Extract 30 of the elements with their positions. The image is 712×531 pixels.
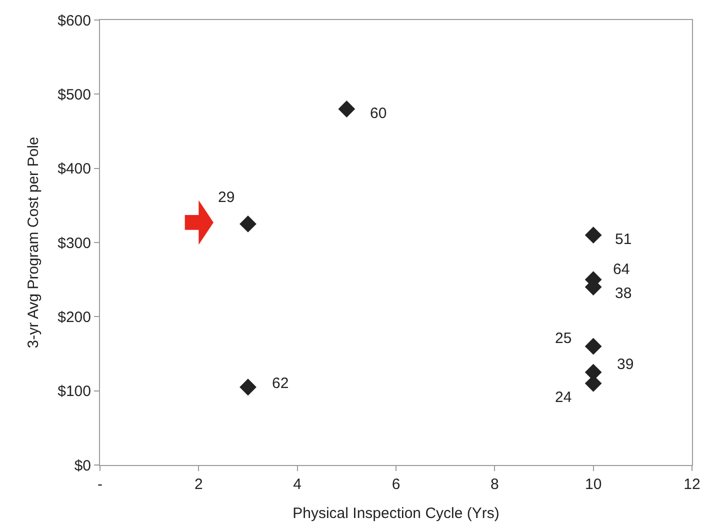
point — [240, 378, 256, 396]
annotation: 60 — [370, 105, 387, 122]
y-tick-label: $0 — [74, 457, 91, 474]
x-tick-label: 4 — [293, 476, 302, 493]
point — [338, 100, 356, 118]
y-tick-label: $400 — [58, 160, 91, 178]
y-tick-label: $200 — [58, 308, 91, 326]
point — [584, 226, 602, 244]
annotation: 24 — [555, 389, 572, 406]
point — [584, 338, 602, 355]
x-axis-title: Physical Inspection Cycle (Yrs) — [292, 505, 500, 522]
y-tick-label: $500 — [58, 86, 91, 104]
x-tick-label: 8 — [490, 476, 499, 493]
x-tick-label: 2 — [194, 476, 203, 493]
y-axis-title: 3-yr Avg Program Cost per Pole — [24, 136, 42, 348]
annotation: 51 — [615, 231, 632, 248]
point — [240, 216, 256, 232]
x-tick-label: - — [98, 476, 102, 493]
y-tick-label: $600 — [58, 12, 91, 30]
annotation: 38 — [615, 285, 632, 302]
annotation: 39 — [617, 356, 634, 373]
y-tick-label: $300 — [58, 234, 91, 252]
x-tick-label: 10 — [584, 476, 602, 493]
annotation: 25 — [555, 330, 572, 347]
y-tick-label: $100 — [58, 383, 91, 400]
x-tick-label: 12 — [684, 476, 700, 493]
x-tick-label: 6 — [392, 476, 400, 493]
annotation: 64 — [613, 261, 630, 278]
annotation: 62 — [272, 375, 289, 392]
annotation: 29 — [218, 189, 235, 206]
